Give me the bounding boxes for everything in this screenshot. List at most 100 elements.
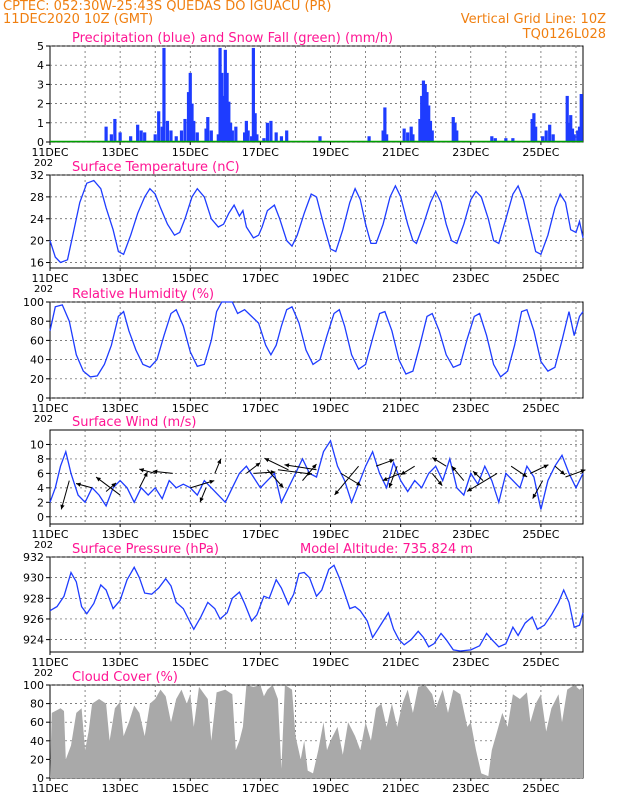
precip-bar (279, 136, 284, 142)
precip-bar (209, 130, 213, 142)
precip-bar (430, 130, 434, 142)
precip-bar (381, 130, 385, 142)
precip-bar (367, 136, 371, 142)
y-tick-label: 4 (37, 482, 44, 495)
x-tick-label: 21DEC (382, 272, 419, 285)
x-tick-label: 23DEC (452, 146, 489, 159)
x-tick-label: 15DEC (172, 656, 209, 669)
wind-vector-head (334, 490, 340, 495)
wind-vector (466, 472, 498, 492)
y-tick-label: 80 (30, 698, 44, 711)
x-tick-label: 25DEC (522, 656, 559, 669)
precip-bar (195, 132, 199, 142)
precip-bar (551, 134, 555, 142)
precip-bar (221, 95, 226, 142)
y-tick-label: 2 (37, 98, 44, 111)
x-tick-label: 25DEC (522, 782, 559, 795)
precip-bar (162, 47, 166, 142)
plot-frame-temp (49, 174, 584, 269)
x-tick-label: 23DEC (452, 402, 489, 415)
precip-bar (532, 113, 536, 142)
precip-bar (265, 122, 270, 142)
precip-bar (183, 118, 187, 142)
y-tick-label: 2 (37, 496, 44, 509)
x-tick-label: 13DEC (102, 402, 139, 415)
y-tick-label: 0 (37, 136, 44, 149)
wind-vector-head (152, 469, 158, 474)
precip-bar (409, 126, 413, 142)
x-tick-label: 23DEC (452, 656, 489, 669)
x-tick-label: 17DEC (242, 782, 279, 795)
y-tick-label: 100 (23, 296, 44, 309)
precip-bar (455, 130, 459, 142)
wind-vector-head (76, 482, 81, 487)
precip-bar (544, 130, 548, 142)
x-tick-label: 19DEC (312, 146, 349, 159)
precip-bar (223, 49, 227, 143)
y-tick-label: 6 (37, 467, 44, 480)
plot-frame-pressure (49, 556, 584, 653)
precip-bar (253, 113, 257, 142)
wind-vector-head (580, 469, 586, 474)
x-tick-label: 11DEC (31, 782, 68, 795)
precip-bar (136, 124, 140, 142)
precip-bar (427, 105, 431, 142)
x-tick-label: 25DEC (522, 528, 559, 541)
wind-vector-head (467, 487, 473, 492)
wind-vector-head (543, 464, 549, 469)
x-tick-label: 21DEC (382, 782, 419, 795)
precip-bar (153, 134, 157, 142)
wind-vector (60, 480, 70, 510)
precip-bar (206, 117, 210, 142)
wind-vector-head (111, 482, 117, 488)
y-tick-label: 8 (37, 453, 44, 466)
wind-vector-head (388, 482, 393, 488)
wind-vector-head (143, 472, 148, 478)
plot-frame-rh (49, 301, 584, 399)
precip-bar (274, 132, 278, 142)
precip-bar (250, 136, 254, 142)
precip-bar (262, 138, 266, 142)
precip-bar (493, 138, 497, 142)
precip-bar (318, 136, 322, 142)
wind-vector-head (522, 472, 528, 477)
x-tick-label: 13DEC (102, 656, 139, 669)
precip-bar (129, 136, 133, 142)
precip-bar (186, 92, 191, 142)
precip-bar (269, 120, 273, 142)
x-tick-label: 17DEC (242, 656, 279, 669)
x-tick-label: 17DEC (242, 528, 279, 541)
precip-bar (451, 117, 455, 142)
precip-bar (230, 130, 234, 142)
panel-cloud: 0 20 40 60 80 100 11DEC 13DEC 15DEC 17DEC 19DEC 21D… (23, 670, 584, 795)
x-year-label: 202 (34, 158, 53, 169)
precip-bar (425, 92, 429, 142)
wind-vector-head (284, 463, 290, 468)
y-tick-label: 3 (37, 78, 44, 91)
header-datetime: 11DEC2020 10Z (GMT) (3, 12, 154, 27)
precip-bar (418, 118, 422, 142)
x-tick-label: 15DEC (172, 272, 209, 285)
wind-vector-head (209, 479, 215, 485)
x-tick-label: 25DEC (522, 272, 559, 285)
precip-bar (160, 126, 164, 142)
x-tick-label: 19DEC (312, 402, 349, 415)
precip-bar (220, 72, 224, 142)
panel-title-rh: Relative Humidity (%) (72, 287, 214, 302)
precip-bar (157, 111, 161, 142)
precip-bar (490, 136, 494, 142)
pressure-line (49, 564, 584, 652)
x-tick-label: 15DEC (172, 402, 209, 415)
x-year-label: 202 (34, 540, 53, 551)
x-tick-label: 13DEC (102, 272, 139, 285)
precip-bar (118, 132, 122, 142)
y-tick-label: 28 (30, 191, 44, 204)
x-tick-label: 19DEC (312, 272, 349, 285)
wind-vector-head (356, 481, 362, 486)
precip-bar (228, 122, 233, 142)
precip-bar (402, 128, 406, 142)
wind-vector (95, 476, 121, 496)
wind-vector-head (451, 466, 457, 472)
precip-bar (169, 130, 173, 142)
